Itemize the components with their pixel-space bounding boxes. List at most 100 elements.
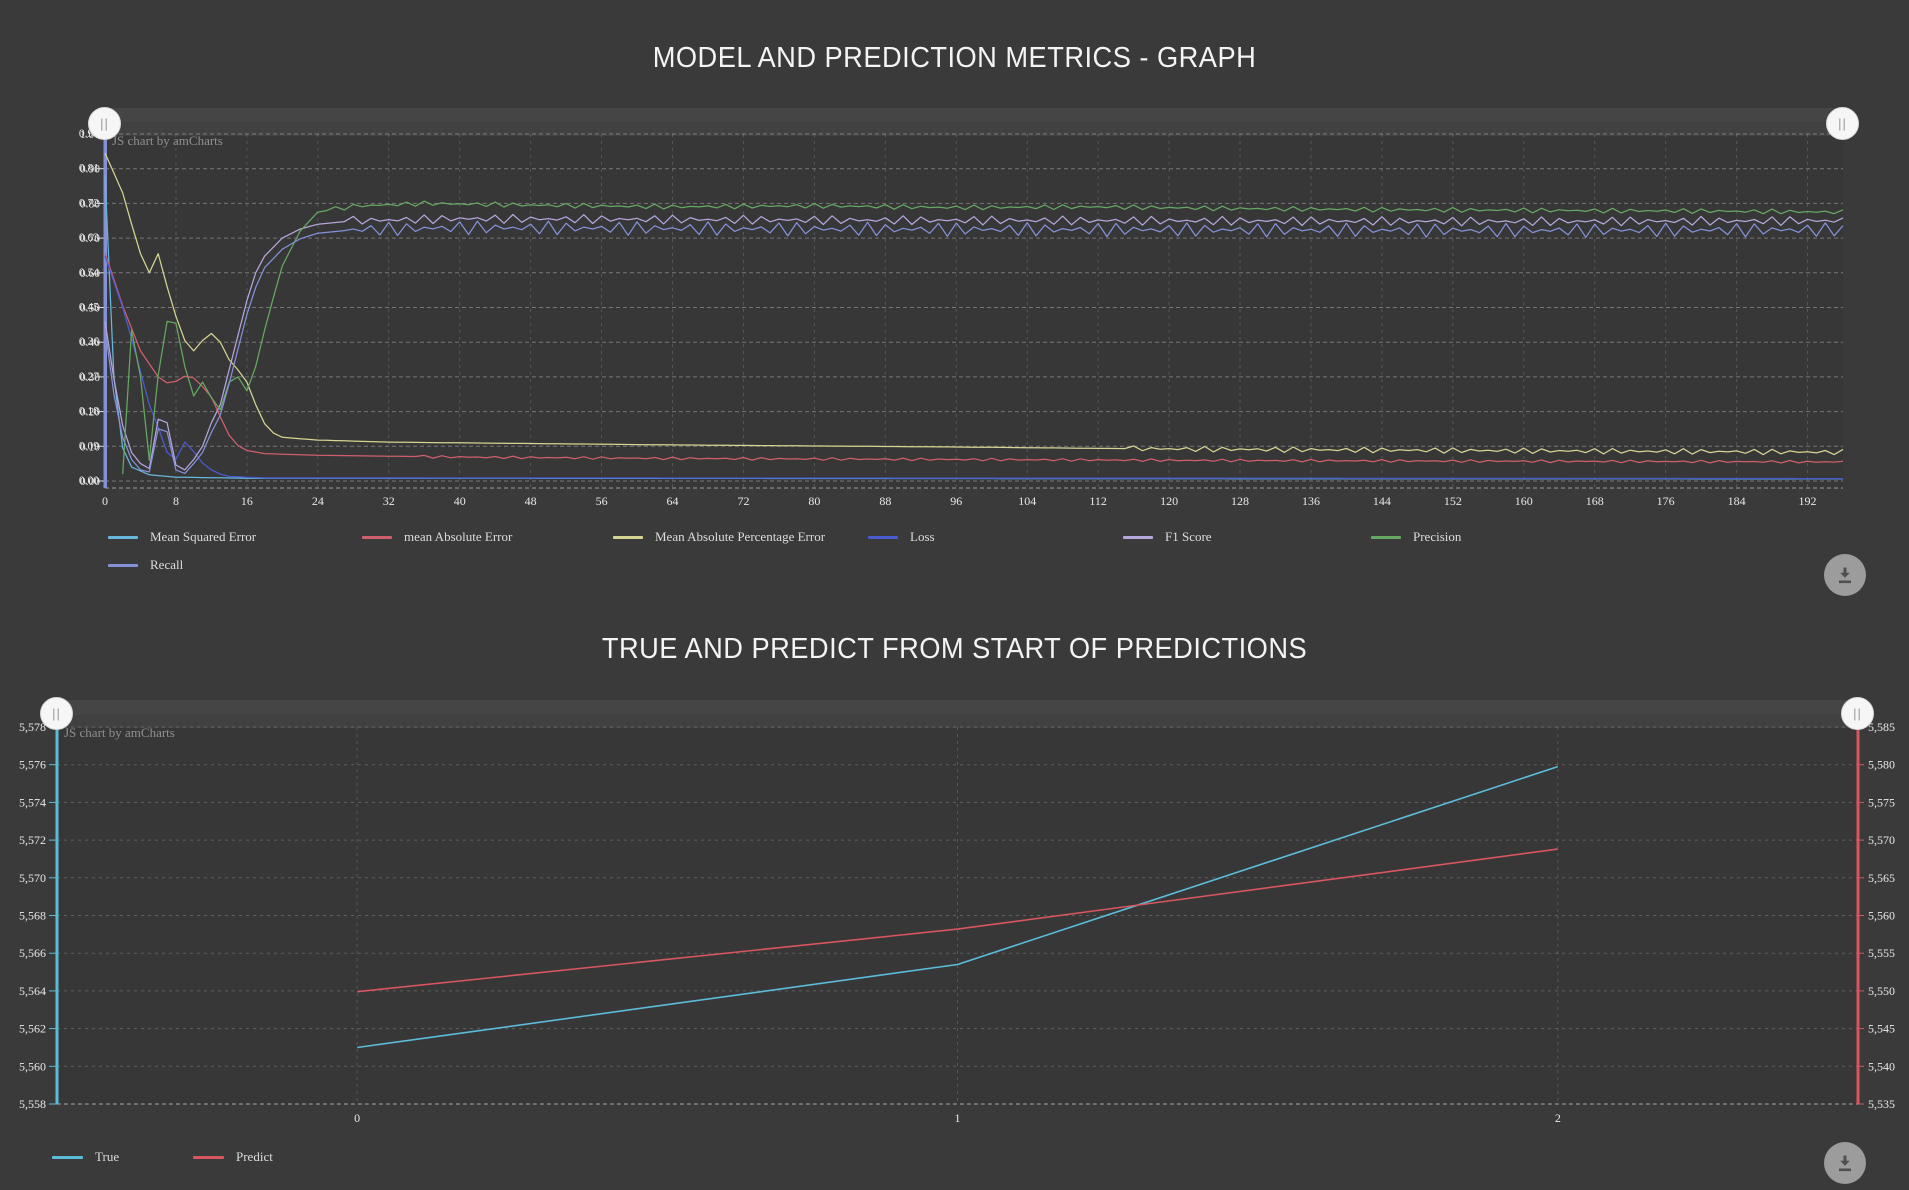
series-line-loss — [104, 255, 1843, 480]
x-axis-label: 176 — [1657, 494, 1675, 508]
x-axis-label: 40 — [454, 494, 466, 508]
chart2-scrollbar-handle-left[interactable]: || — [40, 697, 73, 730]
legend-swatch — [52, 1155, 83, 1159]
x-axis-label: 0 — [354, 1111, 360, 1125]
legend-label: F1 Score — [1165, 529, 1212, 544]
legend-label: Recall — [150, 557, 184, 572]
chart1-scrollbar-track[interactable] — [105, 108, 1843, 136]
y-axis-label-right: 5,550 — [1868, 984, 1895, 998]
y-axis-label-left: 5,562 — [19, 1022, 46, 1036]
x-axis-label: 56 — [596, 494, 608, 508]
chart2-amcharts-watermark: JS chart by amCharts — [64, 725, 175, 740]
chart1-title: MODEL AND PREDICTION METRICS - GRAPH — [652, 42, 1257, 74]
x-axis-label: 152 — [1444, 494, 1462, 508]
legend-swatch — [193, 1155, 224, 1159]
legend-label: Loss — [910, 529, 935, 544]
y-axis-label-right: 5,570 — [1868, 833, 1895, 847]
legend-label: Mean Absolute Percentage Error — [655, 529, 826, 544]
series-line-f1-score — [104, 213, 1844, 471]
x-axis-label: 144 — [1373, 494, 1391, 508]
download-icon — [1839, 567, 1851, 584]
x-axis-label: 72 — [737, 494, 749, 508]
y-axis-label-primary: 0.90 — [80, 164, 100, 176]
chart2-scrollbar-handle-right[interactable]: || — [1841, 697, 1874, 730]
y-axis-line — [103, 122, 107, 488]
y-axis-label-right: 5,580 — [1868, 758, 1895, 772]
y-axis-label-left: 5,568 — [19, 909, 46, 923]
y-axis-label-secondary: 0.45 — [79, 302, 99, 314]
y-axis-label-primary: 0.40 — [80, 337, 100, 349]
x-axis-label: 80 — [808, 494, 820, 508]
y-axis-label-primary: 0.80 — [80, 198, 100, 210]
y-axis-label-secondary: 0.36 — [79, 336, 99, 348]
series-line-true — [357, 765, 1559, 1049]
x-axis-label: 8 — [173, 494, 179, 508]
y-axis-label-left: 5,576 — [19, 758, 46, 772]
x-axis-label: 168 — [1586, 494, 1604, 508]
y-axis-label-primary: 0.30 — [80, 372, 100, 384]
x-axis-label: 136 — [1302, 494, 1320, 508]
chart1-scrollbar-handle-right[interactable]: || — [1826, 107, 1859, 140]
y-axis-label-secondary: 0.63 — [79, 232, 99, 244]
x-axis-label: 24 — [312, 494, 324, 508]
legend-swatch — [362, 535, 392, 539]
x-axis-label: 1 — [955, 1111, 961, 1125]
x-axis-label: 64 — [667, 494, 679, 508]
legend-swatch — [1123, 535, 1153, 539]
chart1-scrollbar-handle-left[interactable]: || — [88, 107, 121, 140]
y-axis-label-primary: 0.10 — [80, 441, 100, 453]
y-axis-label-secondary: 0.00 — [79, 475, 99, 487]
series-line-mean-absolute-percentage-error — [104, 152, 1844, 456]
y-axis-label-right: 5,540 — [1868, 1059, 1895, 1073]
legend-item-mean-absolute-error[interactable]: mean Absolute Error — [362, 529, 512, 545]
y-axis-label-right: 5,560 — [1868, 909, 1895, 923]
x-axis-label: 48 — [525, 494, 537, 508]
series-line-precision — [122, 200, 1844, 475]
y-axis-label-left: 5,566 — [19, 946, 46, 960]
y-axis-label-right: 5,545 — [1868, 1022, 1895, 1036]
legend-item-loss[interactable]: Loss — [868, 529, 935, 545]
x-axis-label: 192 — [1799, 494, 1817, 508]
legend-swatch — [108, 563, 138, 567]
y-axis-label-secondary: 0.18 — [79, 406, 99, 418]
legend-item-f1-score[interactable]: F1 Score — [1123, 529, 1212, 545]
x-axis-label: 32 — [383, 494, 395, 508]
legend-item-predict[interactable]: Predict — [193, 1149, 273, 1165]
legend-item-precision[interactable]: Precision — [1371, 529, 1461, 545]
y-axis-label-right: 5,535 — [1868, 1097, 1895, 1111]
y-axis-label-primary: 0.70 — [80, 233, 100, 245]
chart2-download-button[interactable] — [1824, 1142, 1866, 1184]
legend-item-true[interactable]: True — [52, 1149, 119, 1165]
x-axis-label: 112 — [1089, 494, 1107, 508]
x-axis-label: 0 — [102, 494, 108, 508]
legend-item-mean-squared-error[interactable]: Mean Squared Error — [108, 529, 256, 545]
y-axis-line-left — [55, 715, 59, 1104]
y-axis-label-left: 5,578 — [19, 720, 46, 734]
chart2-scrollbar-track[interactable] — [57, 700, 1858, 728]
y-axis-label-secondary: 0.27 — [79, 371, 99, 383]
x-axis-label: 160 — [1515, 494, 1533, 508]
y-axis-label-left: 5,570 — [19, 871, 46, 885]
y-axis-label-right: 5,555 — [1868, 946, 1895, 960]
legend-item-recall[interactable]: Recall — [108, 557, 183, 573]
series-line-predict — [357, 848, 1558, 993]
y-axis-label-left: 5,564 — [19, 984, 46, 998]
series-line-mean-absolute-error — [104, 252, 1844, 464]
x-axis-label: 16 — [241, 494, 253, 508]
y-axis-line-right — [1856, 715, 1860, 1104]
y-axis-label-right: 5,575 — [1868, 795, 1895, 809]
legend-item-mean-absolute-percentage-error[interactable]: Mean Absolute Percentage Error — [613, 529, 825, 545]
legend-swatch — [108, 535, 138, 539]
x-axis-label: 184 — [1728, 494, 1746, 508]
y-axis-label-secondary: 0.54 — [79, 267, 99, 279]
chart2-title: TRUE AND PREDICT FROM START OF PREDICTIO… — [601, 633, 1308, 665]
y-axis-label-secondary: 0.72 — [79, 197, 99, 209]
x-axis-label: 88 — [879, 494, 891, 508]
y-axis-label-right: 5,585 — [1868, 720, 1895, 734]
legend-swatch — [613, 535, 643, 539]
y-axis-label-left: 5,572 — [19, 833, 46, 847]
chart1-download-button[interactable] — [1824, 554, 1866, 596]
x-axis-label: 104 — [1018, 494, 1036, 508]
legend-label: Mean Squared Error — [150, 529, 257, 544]
